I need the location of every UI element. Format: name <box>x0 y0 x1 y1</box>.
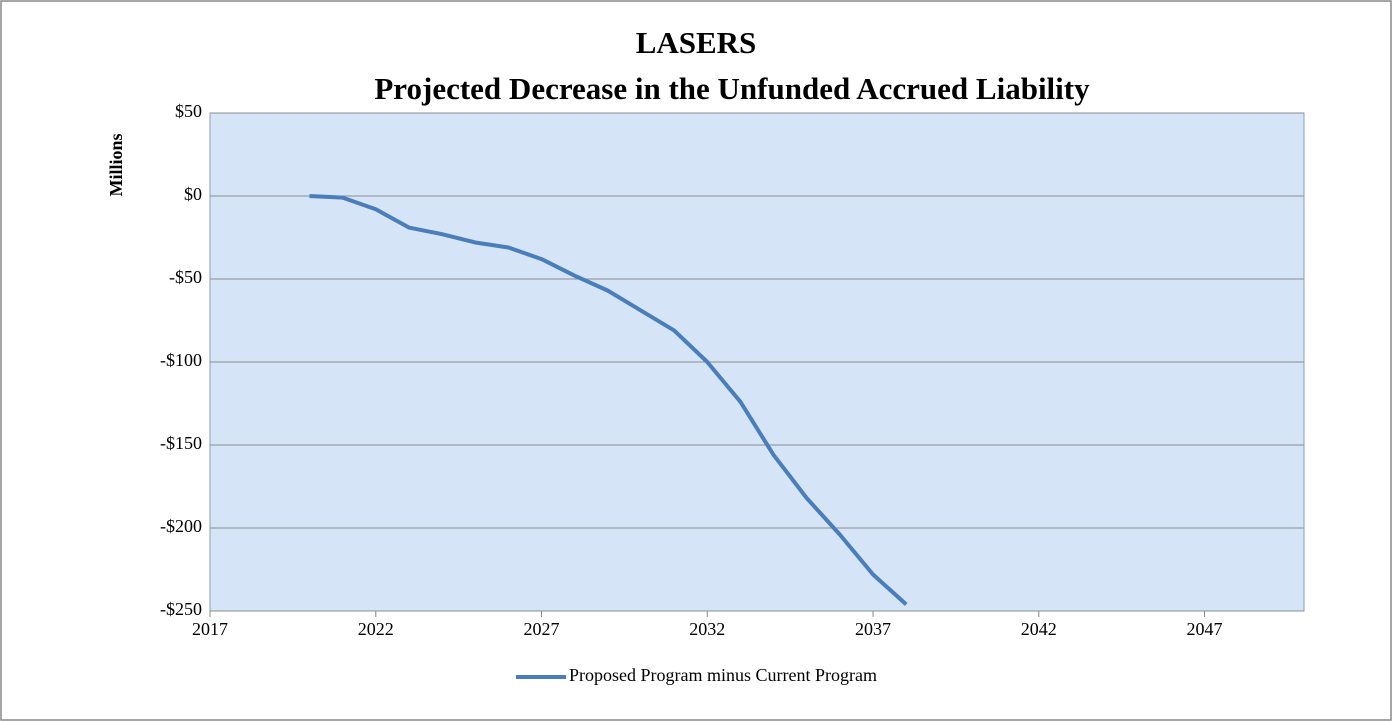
data-line <box>309 194 908 606</box>
y-axis-label: Millions <box>106 133 126 196</box>
y-tick-label: -$100 <box>160 350 202 370</box>
y-tick-label: -$50 <box>169 267 202 287</box>
x-tick-label: 2022 <box>358 619 394 639</box>
x-tick-label: 2017 <box>192 619 228 639</box>
y-tick-label: -$200 <box>160 516 202 536</box>
x-tick-label: 2032 <box>689 619 725 639</box>
chart-subtitle: Projected Decrease in the Unfunded Accru… <box>374 71 1090 106</box>
x-tick-label: 2027 <box>524 619 560 639</box>
legend-label: Proposed Program minus Current Program <box>569 665 877 685</box>
x-tick-label: 2037 <box>855 619 891 639</box>
y-tick-label: -$250 <box>160 599 202 619</box>
x-tick-label: 2047 <box>1187 619 1223 639</box>
y-tick-label: $50 <box>175 101 202 121</box>
x-tick-label: 2042 <box>1021 619 1057 639</box>
y-tick-label: -$150 <box>160 433 202 453</box>
chart-title: LASERS <box>636 25 757 60</box>
y-tick-label: $0 <box>184 184 202 204</box>
